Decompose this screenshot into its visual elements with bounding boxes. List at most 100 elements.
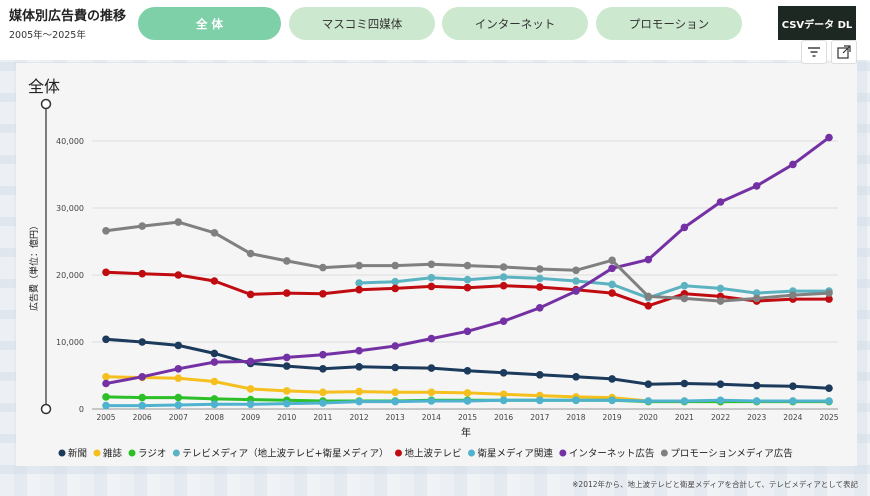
- data-point[interactable]: [825, 289, 833, 297]
- data-point[interactable]: [572, 396, 580, 405]
- data-point[interactable]: [572, 266, 580, 275]
- data-point[interactable]: [355, 285, 363, 294]
- range-slider-bottom-handle[interactable]: [40, 403, 52, 415]
- data-point[interactable]: [102, 227, 110, 235]
- data-point[interactable]: [138, 373, 146, 381]
- data-point[interactable]: [319, 350, 327, 359]
- data-point[interactable]: [463, 275, 472, 284]
- csv-download-button[interactable]: CSVデータ DL: [778, 6, 856, 40]
- data-point[interactable]: [716, 198, 725, 206]
- legend-label[interactable]: 雑誌: [103, 448, 123, 460]
- data-point[interactable]: [608, 375, 616, 383]
- data-point[interactable]: [752, 381, 761, 390]
- data-point[interactable]: [572, 277, 580, 285]
- data-point[interactable]: [283, 387, 291, 395]
- data-point[interactable]: [427, 282, 436, 291]
- data-point[interactable]: [283, 257, 291, 265]
- data-point[interactable]: [427, 273, 436, 282]
- data-point[interactable]: [391, 397, 400, 406]
- data-point[interactable]: [355, 387, 363, 396]
- data-point[interactable]: [174, 365, 183, 373]
- data-point[interactable]: [210, 277, 219, 285]
- data-point[interactable]: [391, 284, 400, 293]
- data-point[interactable]: [752, 182, 761, 190]
- data-point[interactable]: [210, 400, 219, 409]
- legend-label[interactable]: インターネット広告: [569, 448, 655, 460]
- data-point[interactable]: [536, 304, 544, 312]
- data-point[interactable]: [825, 397, 833, 405]
- data-point[interactable]: [463, 283, 472, 292]
- data-point[interactable]: [391, 388, 400, 397]
- data-point[interactable]: [608, 396, 616, 405]
- data-point[interactable]: [716, 380, 725, 389]
- data-point[interactable]: [463, 327, 472, 336]
- legend-label[interactable]: 新聞: [68, 448, 87, 460]
- data-point[interactable]: [536, 283, 544, 291]
- data-point[interactable]: [174, 393, 183, 402]
- data-point[interactable]: [391, 342, 400, 350]
- legend-label[interactable]: 衛星メディア関連: [478, 448, 554, 460]
- data-point[interactable]: [572, 373, 580, 381]
- data-point[interactable]: [608, 264, 616, 273]
- data-point[interactable]: [355, 397, 363, 406]
- data-point[interactable]: [463, 261, 472, 270]
- data-point[interactable]: [102, 268, 110, 277]
- expand-button[interactable]: [831, 40, 857, 64]
- data-point[interactable]: [499, 263, 508, 271]
- data-point[interactable]: [644, 302, 653, 310]
- data-point[interactable]: [102, 393, 110, 401]
- data-point[interactable]: [427, 334, 436, 343]
- tab-all[interactable]: 全 体: [138, 7, 281, 40]
- data-point[interactable]: [283, 353, 291, 362]
- data-point[interactable]: [644, 380, 653, 389]
- data-point[interactable]: [319, 388, 327, 397]
- data-point[interactable]: [246, 357, 255, 366]
- data-point[interactable]: [319, 290, 327, 298]
- legend-label[interactable]: テレビメディア（地上波テレビ+衛星メディア）: [182, 448, 388, 460]
- filter-button[interactable]: [801, 40, 827, 64]
- data-point[interactable]: [608, 289, 616, 297]
- data-point[interactable]: [391, 277, 400, 286]
- data-point[interactable]: [246, 400, 255, 409]
- data-point[interactable]: [210, 358, 219, 366]
- data-point[interactable]: [174, 271, 183, 279]
- data-point[interactable]: [825, 384, 833, 393]
- data-point[interactable]: [283, 399, 291, 408]
- data-point[interactable]: [716, 396, 725, 405]
- data-point[interactable]: [536, 274, 544, 283]
- data-point[interactable]: [391, 363, 400, 372]
- data-point[interactable]: [680, 294, 689, 303]
- data-point[interactable]: [752, 289, 761, 297]
- data-point[interactable]: [174, 341, 183, 350]
- data-point[interactable]: [825, 295, 833, 303]
- data-point[interactable]: [499, 281, 508, 290]
- data-point[interactable]: [463, 397, 472, 405]
- data-point[interactable]: [355, 279, 363, 287]
- data-point[interactable]: [210, 395, 219, 403]
- legend-label[interactable]: ラジオ: [138, 449, 166, 460]
- data-point[interactable]: [174, 374, 183, 383]
- data-point[interactable]: [716, 297, 725, 305]
- data-point[interactable]: [210, 349, 219, 358]
- data-point[interactable]: [174, 401, 183, 409]
- data-point[interactable]: [210, 377, 219, 386]
- data-point[interactable]: [246, 290, 255, 299]
- data-point[interactable]: [499, 390, 508, 399]
- data-point[interactable]: [499, 317, 508, 326]
- data-point[interactable]: [644, 255, 653, 264]
- data-point[interactable]: [536, 371, 544, 379]
- data-point[interactable]: [102, 335, 110, 344]
- data-point[interactable]: [319, 365, 327, 373]
- data-point[interactable]: [608, 280, 616, 289]
- data-point[interactable]: [138, 393, 146, 402]
- data-point[interactable]: [536, 265, 544, 273]
- data-point[interactable]: [825, 133, 833, 142]
- data-point[interactable]: [716, 284, 725, 293]
- data-point[interactable]: [789, 160, 797, 169]
- data-point[interactable]: [138, 401, 146, 410]
- data-point[interactable]: [102, 379, 110, 388]
- legend-label[interactable]: プロモーションメディア広告: [670, 448, 792, 460]
- data-point[interactable]: [752, 397, 761, 405]
- data-point[interactable]: [138, 269, 146, 278]
- data-point[interactable]: [427, 388, 436, 397]
